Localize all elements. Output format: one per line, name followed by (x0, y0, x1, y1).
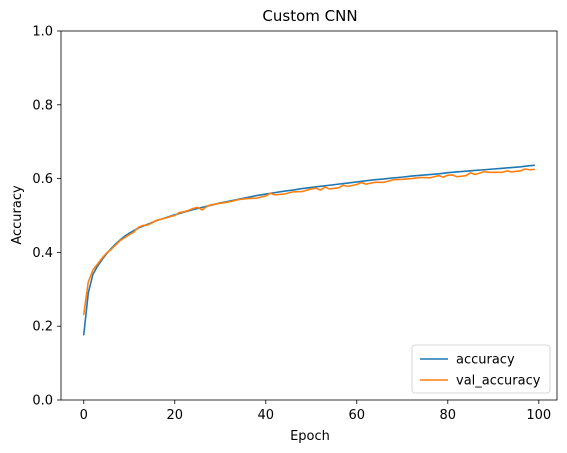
x-tick-label: 100 (526, 408, 551, 423)
x-tick-label: 80 (440, 408, 457, 423)
y-tick-label: 1.0 (32, 25, 53, 40)
y-tick-label: 0.4 (32, 246, 53, 261)
legend: accuracy val_accuracy (411, 344, 551, 394)
y-tick-label: 0.0 (32, 394, 53, 409)
chart-title: Custom CNN (262, 7, 357, 25)
y-tick-label: 0.6 (32, 172, 53, 187)
legend-label-val-accuracy: val_accuracy (456, 374, 541, 389)
x-tick-label: 40 (257, 408, 274, 423)
series-line-val-accuracy (82, 168, 536, 316)
legend-label-accuracy: accuracy (456, 353, 515, 368)
y-tick-label: 0.2 (32, 320, 53, 335)
ticks-layer: 0 20 40 60 80 100 0.0 0.2 0.4 0.6 0.8 1.0 (32, 25, 551, 424)
x-tick-label: 0 (80, 408, 88, 423)
plot-frame (60, 30, 558, 401)
series-line-accuracy (82, 164, 536, 336)
plot-area (61, 31, 557, 400)
y-axis-label: Accuracy (10, 185, 25, 245)
legend-box (411, 344, 551, 394)
y-tick-label: 0.8 (32, 98, 53, 113)
x-tick-label: 20 (166, 408, 183, 423)
x-axis-label: Epoch (290, 429, 330, 444)
series-layer (82, 164, 536, 336)
x-tick-label: 60 (349, 408, 366, 423)
